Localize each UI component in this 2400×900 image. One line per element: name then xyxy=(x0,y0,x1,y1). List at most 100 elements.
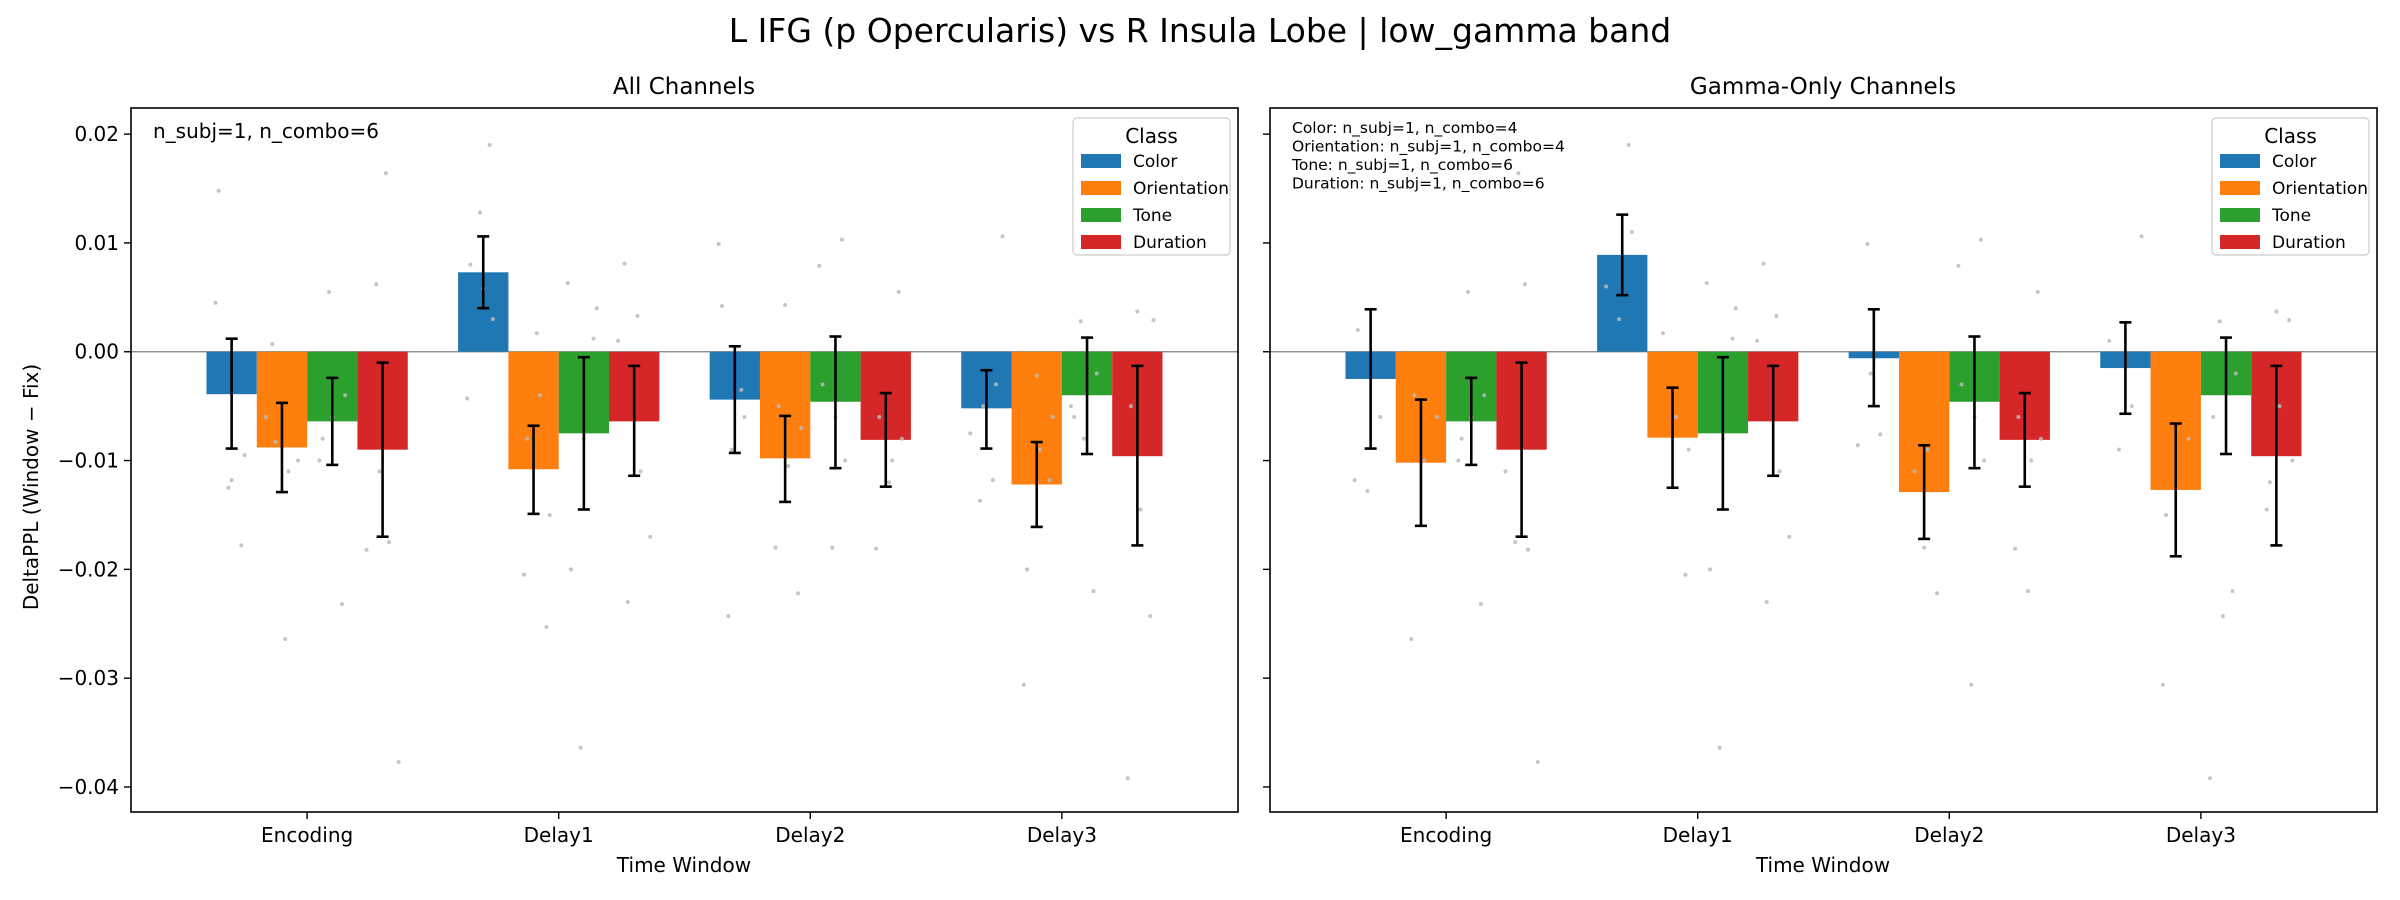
legend-swatch-tone xyxy=(2220,208,2260,222)
y-tick-label: −0.03 xyxy=(58,666,119,690)
data-point xyxy=(1868,371,1873,376)
data-point xyxy=(1021,682,1026,687)
data-point xyxy=(283,636,288,641)
panel-all-channels: All Channels Time Window DeltaPPL (Windo… xyxy=(19,74,1239,877)
data-point xyxy=(1355,327,1360,332)
data-point xyxy=(2038,436,2043,441)
data-point xyxy=(635,313,640,318)
data-point xyxy=(1982,458,1987,463)
data-point xyxy=(547,512,552,517)
panel-title: All Channels xyxy=(613,74,755,100)
data-point xyxy=(796,591,801,596)
data-point xyxy=(1135,309,1140,314)
data-point xyxy=(729,447,734,452)
annotation-text: Duration: n_subj=1, n_combo=6 xyxy=(1292,175,1545,194)
data-point xyxy=(1707,567,1712,572)
data-point xyxy=(742,415,747,420)
data-point xyxy=(465,396,470,401)
data-point xyxy=(1978,237,1983,242)
data-point xyxy=(1412,393,1417,398)
y-tick-label: −0.01 xyxy=(58,449,119,473)
data-point xyxy=(1378,415,1383,420)
data-point xyxy=(2164,512,2169,517)
plot-area: Encoding Delay1 Delay2 Delay3 Color: n_subj=… xyxy=(1263,107,2378,847)
data-point xyxy=(1138,507,1143,512)
data-point xyxy=(2211,415,2216,420)
data-point xyxy=(968,431,973,436)
data-point xyxy=(638,469,643,474)
data-point xyxy=(1513,540,1518,545)
data-point xyxy=(487,142,492,147)
data-point xyxy=(1459,436,1464,441)
data-point xyxy=(2290,458,2295,463)
data-point xyxy=(2029,458,2034,463)
data-point xyxy=(226,485,231,490)
data-point xyxy=(1925,447,1930,452)
data-point xyxy=(786,463,791,468)
data-point xyxy=(1526,547,1531,552)
x-tick-label: Delay3 xyxy=(1027,823,1097,847)
data-point xyxy=(242,453,247,458)
data-point xyxy=(1755,338,1760,343)
data-point xyxy=(890,458,895,463)
x-tick-label: Encoding xyxy=(261,823,353,847)
data-point xyxy=(899,436,904,441)
data-point xyxy=(1683,572,1688,577)
data-point xyxy=(1478,602,1483,607)
data-point xyxy=(1128,404,1133,409)
data-point xyxy=(377,469,382,474)
data-point xyxy=(1660,331,1665,336)
data-point xyxy=(525,436,530,441)
data-point xyxy=(2186,436,2191,441)
data-point xyxy=(726,614,731,619)
data-point xyxy=(320,436,325,441)
data-point xyxy=(625,599,630,604)
data-point xyxy=(263,415,268,420)
data-point xyxy=(2160,682,2165,687)
data-point xyxy=(2264,507,2269,512)
legend-swatch-orientation xyxy=(2220,181,2260,195)
data-point xyxy=(1466,289,1471,294)
data-point xyxy=(1787,534,1792,539)
data-point xyxy=(1091,589,1096,594)
data-point xyxy=(1025,567,1030,572)
y-axis-label: DeltaPPL (Window − Fix) xyxy=(19,364,43,610)
data-point xyxy=(2016,415,2021,420)
data-point xyxy=(2277,404,2282,409)
data-point xyxy=(1456,458,1461,463)
data-point xyxy=(1535,759,1540,764)
data-point xyxy=(1935,591,1940,596)
legend-label-tone: Tone xyxy=(1132,206,1172,226)
data-point xyxy=(2217,319,2222,324)
data-point xyxy=(544,625,549,630)
legend-title: Class xyxy=(1125,124,1178,148)
data-point xyxy=(1912,469,1917,474)
legend: Class Color Orientation Tone Duration xyxy=(1072,117,1231,256)
data-point xyxy=(270,342,275,347)
data-point xyxy=(213,300,218,305)
data-point xyxy=(1522,282,1527,287)
data-point xyxy=(1777,469,1782,474)
data-point xyxy=(1855,443,1860,448)
data-point xyxy=(1125,776,1130,781)
data-point xyxy=(343,393,348,398)
legend-label-tone: Tone xyxy=(2271,206,2311,226)
data-point xyxy=(383,171,388,176)
data-point xyxy=(1151,318,1156,323)
data-point xyxy=(2220,614,2225,619)
y-tick-label: 0.00 xyxy=(74,340,119,364)
data-point xyxy=(1516,171,1521,176)
data-point xyxy=(1774,313,1779,318)
panel-gamma-only-channels: Gamma-Only Channels Time Window Encoding… xyxy=(1263,74,2378,877)
data-point xyxy=(374,282,379,287)
legend-swatch-orientation xyxy=(1081,181,1121,195)
legend-label-orientation: Orientation xyxy=(2272,179,2368,199)
data-point xyxy=(981,404,986,409)
x-axis-label: Time Window xyxy=(1755,853,1890,877)
data-point xyxy=(2230,589,2235,594)
data-point xyxy=(1078,319,1083,324)
legend-swatch-color xyxy=(2220,154,2260,168)
data-point xyxy=(1764,599,1769,604)
data-point xyxy=(1969,682,1974,687)
